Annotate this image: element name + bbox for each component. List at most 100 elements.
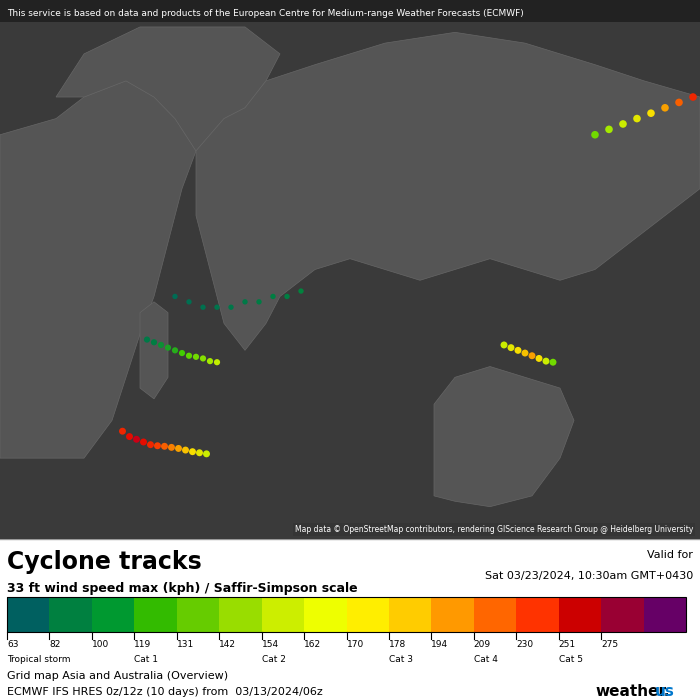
Text: 154: 154	[262, 640, 279, 650]
Point	[589, 129, 601, 140]
Point	[512, 345, 524, 356]
Text: Sat 03/23/2024, 10:30am GMT+0430: Sat 03/23/2024, 10:30am GMT+0430	[484, 571, 693, 581]
Point	[131, 434, 142, 445]
Text: Cat 1: Cat 1	[134, 655, 158, 664]
Point	[124, 431, 135, 442]
Point	[201, 448, 212, 459]
Point	[194, 447, 205, 458]
Point	[148, 337, 160, 348]
Point	[211, 302, 223, 313]
Point	[152, 440, 163, 452]
Text: 63: 63	[7, 640, 18, 650]
Point	[204, 356, 216, 367]
Text: 251: 251	[559, 640, 576, 650]
Point	[645, 108, 657, 119]
Point	[162, 342, 174, 354]
Point	[197, 302, 209, 313]
Text: us: us	[654, 684, 674, 699]
Point	[295, 286, 307, 297]
Text: 162: 162	[304, 640, 321, 650]
Point	[225, 302, 237, 313]
Bar	[601, 597, 643, 632]
Point	[267, 291, 279, 302]
Bar	[7, 597, 686, 632]
Polygon shape	[140, 302, 168, 399]
Point	[187, 446, 198, 457]
Polygon shape	[196, 32, 700, 351]
Point	[211, 356, 223, 368]
Bar	[431, 597, 474, 632]
Point	[145, 439, 156, 450]
Point	[176, 347, 188, 358]
Bar	[219, 597, 262, 632]
Text: Valid for: Valid for	[647, 550, 693, 560]
Point	[498, 340, 510, 351]
Point	[519, 347, 531, 358]
Point	[169, 345, 181, 356]
Point	[155, 340, 167, 351]
Bar	[0, 0, 700, 22]
Text: 194: 194	[431, 640, 449, 650]
Point	[540, 356, 552, 367]
Point	[505, 342, 517, 354]
Text: 275: 275	[601, 640, 618, 650]
Point	[169, 291, 181, 302]
Text: 142: 142	[219, 640, 236, 650]
Text: This service is based on data and products of the European Centre for Medium-ran: This service is based on data and produc…	[7, 9, 524, 18]
Text: Grid map Asia and Australia (Overview): Grid map Asia and Australia (Overview)	[7, 671, 228, 681]
Point	[239, 296, 251, 307]
Text: 119: 119	[134, 640, 152, 650]
Text: ECMWF IFS HRES 0z/12z (10 days) from  03/13/2024/06z: ECMWF IFS HRES 0z/12z (10 days) from 03/…	[7, 687, 323, 697]
Point	[533, 353, 545, 364]
Point	[138, 436, 149, 447]
Bar	[559, 597, 601, 632]
Text: Cat 2: Cat 2	[262, 655, 286, 664]
Bar	[92, 597, 134, 632]
Text: Map data © OpenStreetMap contributors, rendering GIScience Research Group @ Heid: Map data © OpenStreetMap contributors, r…	[295, 524, 693, 533]
Text: Cat 5: Cat 5	[559, 655, 582, 664]
Text: 170: 170	[346, 640, 364, 650]
Bar	[643, 597, 686, 632]
Text: 131: 131	[176, 640, 194, 650]
Bar	[346, 597, 389, 632]
Point	[253, 296, 265, 307]
Text: Tropical storm: Tropical storm	[7, 655, 71, 664]
Bar	[517, 597, 559, 632]
Polygon shape	[434, 367, 574, 507]
Bar	[7, 597, 50, 632]
Polygon shape	[56, 27, 280, 151]
Polygon shape	[0, 81, 196, 458]
Bar	[134, 597, 176, 632]
Bar	[389, 597, 431, 632]
Bar	[176, 597, 219, 632]
Point	[659, 102, 671, 113]
Point	[180, 444, 191, 456]
Point	[166, 442, 177, 453]
Bar	[474, 597, 517, 632]
Bar	[50, 597, 92, 632]
Bar	[304, 597, 346, 632]
Point	[141, 334, 153, 345]
Point	[687, 92, 699, 103]
Text: 100: 100	[92, 640, 109, 650]
Text: weather.: weather.	[595, 684, 669, 699]
Point	[526, 350, 538, 361]
Point	[631, 113, 643, 124]
Text: 178: 178	[389, 640, 406, 650]
Text: 209: 209	[474, 640, 491, 650]
Point	[603, 124, 615, 135]
Bar	[262, 597, 304, 632]
Point	[117, 426, 128, 437]
Text: 230: 230	[517, 640, 533, 650]
Text: Cat 3: Cat 3	[389, 655, 413, 664]
Point	[281, 291, 293, 302]
Text: Cat 4: Cat 4	[474, 655, 498, 664]
Point	[159, 441, 170, 452]
Point	[183, 296, 195, 307]
Text: Cyclone tracks: Cyclone tracks	[7, 550, 202, 574]
Point	[183, 350, 195, 361]
Text: 82: 82	[50, 640, 61, 650]
Point	[173, 443, 184, 454]
Point	[190, 351, 202, 363]
Point	[547, 356, 559, 368]
